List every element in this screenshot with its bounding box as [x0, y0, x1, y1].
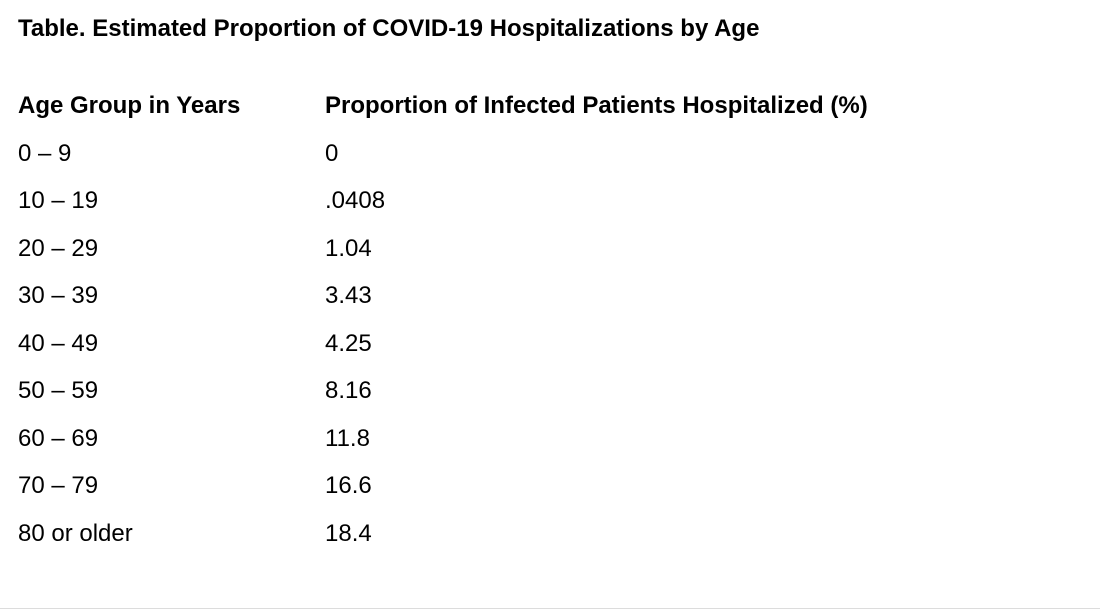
col-header-proportion-hospitalized: Proportion of Infected Patients Hospital… [325, 92, 868, 119]
proportion-cell: 16.6 [325, 472, 372, 499]
age-group-cell: 80 or older [18, 519, 133, 547]
age-group-cell: 10 – 19 [18, 187, 99, 214]
age-group-cell: 60 – 69 [18, 424, 99, 452]
table-row: 0 – 9 0 [18, 130, 868, 178]
table-row: 60 – 69 11.8 [18, 415, 868, 463]
table-row: 40 – 49 4.25 [18, 320, 868, 368]
proportion-cell: 0 [325, 139, 339, 167]
proportion-cell: 8.16 [325, 377, 372, 404]
table-row: 70 – 79 16.6 [18, 462, 868, 510]
proportion-cell: 11.8 [325, 424, 370, 452]
age-group-cell: 50 – 59 [18, 377, 99, 404]
proportion-cell: 1.04 [325, 234, 372, 262]
age-group-cell: 40 – 49 [18, 329, 99, 357]
age-group-cell: 0 – 9 [18, 139, 72, 167]
table-row: 10 – 19 .0408 [18, 177, 868, 225]
age-group-cell: 30 – 39 [18, 282, 99, 309]
age-group-cell: 20 – 29 [18, 234, 99, 262]
proportion-cell: .0408 [325, 187, 386, 214]
proportion-cell: 18.4 [325, 519, 372, 547]
table-row: 20 – 29 1.04 [18, 225, 868, 273]
table-row: 80 or older 18.4 [18, 510, 868, 558]
table-row: 30 – 39 3.43 [18, 272, 868, 320]
hospitalization-table: Age Group in Years Proportion of Infecte… [18, 82, 868, 557]
page: Table. Estimated Proportion of COVID-19 … [0, 14, 1100, 609]
table-body: 0 – 9 0 10 – 19 .0408 20 – 29 1.04 30 – 39 3.43… [18, 130, 868, 558]
proportion-cell: 4.25 [325, 329, 372, 357]
header-row: Age Group in Years Proportion of Infecte… [18, 82, 868, 130]
table-row: 50 – 59 8.16 [18, 367, 868, 415]
proportion-cell: 3.43 [325, 282, 372, 309]
age-group-cell: 70 – 79 [18, 472, 99, 499]
col-header-age-group: Age Group in Years [18, 92, 241, 119]
table-title: Table. Estimated Proportion of COVID-19 … [18, 15, 760, 42]
